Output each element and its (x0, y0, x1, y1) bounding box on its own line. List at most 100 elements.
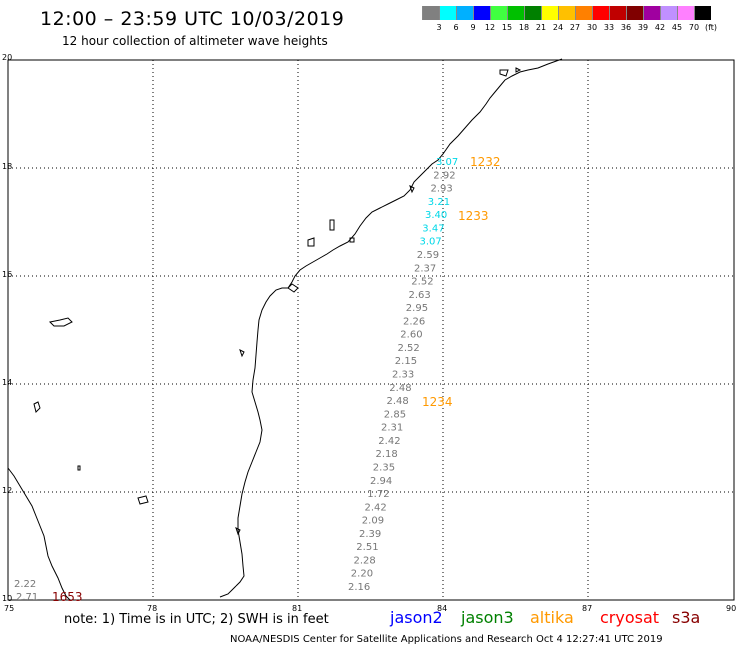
legend-swatch (626, 6, 643, 20)
swh-value: 2.93 (431, 184, 453, 195)
map-frame (7, 59, 735, 601)
legend-label: 70 (688, 23, 700, 32)
swh-value: 2.28 (354, 555, 376, 566)
color-legend (422, 6, 711, 20)
y-tick-12: 12 (2, 486, 13, 495)
inlet-5 (239, 349, 245, 358)
legend-label: 15 (501, 23, 513, 32)
swh-value: 2.20 (351, 569, 373, 580)
inlet-4 (287, 283, 299, 293)
inlet-2 (329, 219, 335, 231)
swh-value: 2.22 (14, 579, 36, 590)
swh-value: 3.47 (422, 223, 444, 234)
legend-swatch (677, 6, 694, 20)
coastline-sri-lanka (7, 467, 71, 601)
swh-value: 2.92 (433, 170, 455, 181)
track-1: 3.07 2.92 2.93 3.21 3.40 3.47 3.07 2.59 2.37 2.52… (348, 157, 458, 593)
inlet-7 (409, 185, 415, 194)
legend-swatch (592, 6, 609, 20)
map-subtitle: 12 hour collection of altimeter wave hei… (62, 34, 328, 48)
satellite-cryosat: cryosat (600, 608, 660, 627)
swh-value: 2.35 (373, 463, 395, 474)
swh-value: 3.21 (428, 197, 450, 208)
legend-label: 45 (671, 23, 683, 32)
swh-value: 2.26 (403, 316, 425, 327)
footer-note: note: 1) Time is in UTC; 2) SWH is in fe… (64, 612, 329, 627)
swh-value: 2.15 (395, 356, 417, 367)
satellite-altika: altika (530, 608, 574, 627)
map-title: 12:00 – 23:59 UTC 10/03/2019 (40, 8, 345, 30)
legend-label: 36 (620, 23, 632, 32)
swh-value: 2.18 (376, 449, 398, 460)
legend-swatch (541, 6, 558, 20)
legend-label: 39 (637, 23, 649, 32)
legend-swatch (558, 6, 575, 20)
legend-label: 3 (436, 23, 442, 32)
legend-label: 33 (603, 23, 615, 32)
y-tick-16: 16 (2, 270, 13, 279)
swh-value: 2.42 (365, 502, 387, 513)
pass-time-1653: 1653 (52, 590, 83, 604)
inlet-1 (307, 237, 315, 247)
pass-time-1233: 1233 (458, 209, 489, 223)
swh-value: 2.16 (348, 582, 370, 593)
y-tick-18: 18 (2, 162, 13, 171)
legend-swatch (524, 6, 541, 20)
legend-swatch (643, 6, 660, 20)
x-tick-87: 87 (582, 604, 593, 613)
swh-value: 2.59 (417, 250, 439, 261)
swh-value: 2.94 (370, 476, 392, 487)
swh-value: 2.33 (392, 370, 414, 381)
island-2 (33, 401, 41, 413)
inlet-8 (499, 69, 509, 77)
satellite-jason2: jason2 (390, 608, 443, 627)
swh-value: 2.52 (411, 277, 433, 288)
satellite-s3a: s3a (672, 608, 701, 627)
legend-label: 27 (569, 23, 581, 32)
coastline-gulf-mannar (219, 585, 237, 598)
satellite-jason3: jason3 (461, 608, 514, 627)
legend-swatch (609, 6, 626, 20)
legend-swatch (439, 6, 456, 20)
x-tick-90: 90 (726, 604, 737, 613)
swh-value: 2.63 (409, 290, 431, 301)
swh-value: 2.31 (381, 423, 403, 434)
legend-swatch (507, 6, 524, 20)
legend-swatch (694, 6, 711, 20)
footer-credit: NOAA/NESDIS Center for Satellite Applica… (230, 634, 663, 645)
legend-label: 30 (586, 23, 598, 32)
legend-label: 18 (518, 23, 530, 32)
swh-value: 3.07 (436, 157, 458, 168)
legend-label: 12 (484, 23, 496, 32)
legend-swatch (473, 6, 490, 20)
swh-value: 2.48 (389, 383, 411, 394)
track-2: 2.22 2.71 (14, 579, 38, 603)
legend-label: 6 (453, 23, 459, 32)
island-4 (77, 465, 81, 471)
swh-value: 3.07 (420, 237, 442, 248)
legend-label: 21 (535, 23, 547, 32)
pass-time-1232: 1232 (470, 155, 501, 169)
legend-label: (ft) (704, 23, 718, 32)
legend-swatch (660, 6, 677, 20)
legend-swatch (456, 6, 473, 20)
y-tick-10: 10 (2, 594, 13, 603)
swh-value: 2.42 (378, 436, 400, 447)
coastline (7, 58, 563, 601)
color-legend-labels: 3 6 9 12 15 18 21 24 27 30 33 36 39 42 45 70 (ft) (422, 23, 740, 35)
swh-value: 2.48 (387, 396, 409, 407)
inlet-3 (349, 237, 355, 243)
swh-value: 2.09 (362, 516, 384, 527)
coastline-india-east (235, 58, 563, 587)
swh-value: 2.85 (384, 409, 406, 420)
pass-time-1234: 1234 (422, 395, 453, 409)
swh-value: 2.37 (414, 263, 436, 274)
legend-label: 42 (654, 23, 666, 32)
swh-value: 3.40 (425, 210, 447, 221)
inlet-6 (235, 527, 241, 536)
x-tick-78: 78 (147, 604, 158, 613)
graticule (8, 60, 734, 600)
swh-value: 2.95 (406, 303, 428, 314)
swh-value: 2.52 (398, 343, 420, 354)
